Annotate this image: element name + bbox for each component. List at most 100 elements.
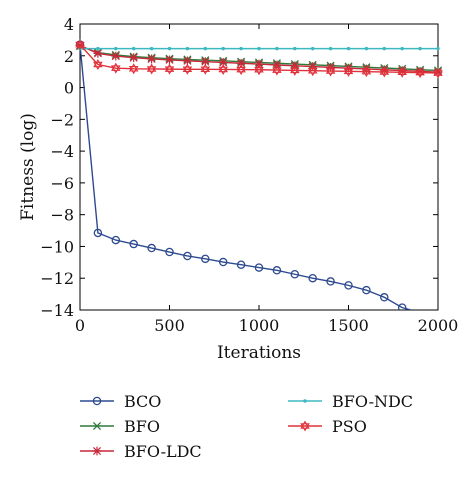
legend-item-bco: BCO xyxy=(80,392,161,411)
y-tick-label: −14 xyxy=(40,301,74,320)
data-point xyxy=(364,46,369,51)
data-point xyxy=(254,59,264,69)
data-point xyxy=(311,46,315,51)
data-point xyxy=(96,46,100,51)
data-point xyxy=(254,64,264,76)
axis-ticks: 0 500 1000 1500 2000 4 2 0 −2 −4 −6 −8 −10 −12 −14 xyxy=(40,15,458,335)
data-point xyxy=(362,285,371,295)
y-tick-label: −2 xyxy=(50,110,74,129)
data-point xyxy=(290,64,300,76)
data-point xyxy=(147,54,156,64)
data-point xyxy=(221,46,225,51)
data-point xyxy=(165,55,174,65)
data-point xyxy=(433,67,443,79)
data-point xyxy=(346,46,351,51)
data-point xyxy=(111,62,121,74)
data-point xyxy=(183,56,192,66)
data-point xyxy=(326,277,335,286)
legend-item-bfo-ndc: BFO-NDC xyxy=(288,392,413,411)
data-point xyxy=(93,228,103,238)
data-point xyxy=(415,67,425,79)
data-point xyxy=(380,293,389,302)
y-axis-label: Fitness (log) xyxy=(18,113,38,221)
legend-label: BFO-LDC xyxy=(124,442,202,461)
data-point xyxy=(397,303,407,310)
y-tick-label: 2 xyxy=(64,47,74,66)
series-layer xyxy=(75,39,443,310)
series-bco xyxy=(75,40,412,310)
data-point xyxy=(257,46,261,51)
data-point xyxy=(418,46,422,51)
data-point xyxy=(147,243,156,253)
data-point xyxy=(272,64,282,76)
legend-item-bfo: BFO xyxy=(80,417,160,436)
data-point xyxy=(236,58,246,68)
data-point xyxy=(382,46,386,51)
y-tick-label: −10 xyxy=(40,237,74,256)
series-bfo-ndc xyxy=(78,46,440,51)
data-point xyxy=(343,65,354,77)
data-point xyxy=(272,266,282,275)
data-point xyxy=(183,251,192,261)
x-tick-label: 1500 xyxy=(328,316,369,335)
x-tick-label: 500 xyxy=(154,316,185,335)
data-point xyxy=(75,39,85,51)
legend-label: BFO-NDC xyxy=(332,392,413,411)
data-point xyxy=(146,63,157,75)
data-point xyxy=(436,46,440,51)
data-point xyxy=(218,58,228,67)
data-point xyxy=(218,257,228,267)
y-tick-label: −12 xyxy=(40,269,74,288)
data-point xyxy=(293,46,297,51)
data-point xyxy=(201,254,210,264)
data-point xyxy=(164,63,175,75)
legend-label: BCO xyxy=(124,392,161,411)
data-point xyxy=(433,67,443,77)
legend-item-bfo-ldc: BFO-LDC xyxy=(80,442,202,461)
data-point xyxy=(290,269,300,279)
data-point xyxy=(415,66,425,76)
data-point xyxy=(344,281,353,290)
series-pso xyxy=(75,39,443,79)
data-point xyxy=(129,53,139,63)
x-tick-label: 0 xyxy=(75,316,85,335)
data-point xyxy=(254,263,264,272)
data-point xyxy=(328,46,333,51)
data-point xyxy=(129,239,138,249)
legend-marker xyxy=(92,421,102,431)
series-line xyxy=(79,44,412,310)
legend: BCO BFO BFO-LDC BFO-NDC PSO xyxy=(80,392,413,461)
data-point xyxy=(400,46,404,51)
legend-marker xyxy=(92,396,102,406)
data-point xyxy=(344,63,353,73)
y-tick-label: −6 xyxy=(50,174,74,193)
data-point xyxy=(114,46,118,51)
data-point xyxy=(200,57,210,67)
data-point xyxy=(218,63,228,75)
data-point xyxy=(379,66,390,78)
data-point xyxy=(93,48,103,58)
series-line xyxy=(79,44,439,74)
x-tick-label: 2000 xyxy=(418,316,459,335)
data-point xyxy=(275,46,279,51)
data-point xyxy=(307,65,318,77)
data-point xyxy=(236,64,246,76)
data-point xyxy=(182,63,193,75)
legend-label: PSO xyxy=(332,417,367,436)
legend-marker xyxy=(92,446,102,456)
y-tick-label: −4 xyxy=(50,142,74,161)
data-point xyxy=(397,66,407,78)
legend-item-pso: PSO xyxy=(288,417,367,436)
data-point xyxy=(308,273,317,283)
data-point xyxy=(132,46,136,51)
y-tick-label: 0 xyxy=(64,79,74,98)
data-point xyxy=(200,63,211,75)
legend-marker xyxy=(300,420,310,432)
data-point xyxy=(167,46,172,51)
x-axis-label: Iterations xyxy=(217,343,301,363)
data-point xyxy=(203,46,207,51)
legend-label: BFO xyxy=(124,417,160,436)
data-point xyxy=(185,46,190,51)
data-point xyxy=(111,235,121,245)
